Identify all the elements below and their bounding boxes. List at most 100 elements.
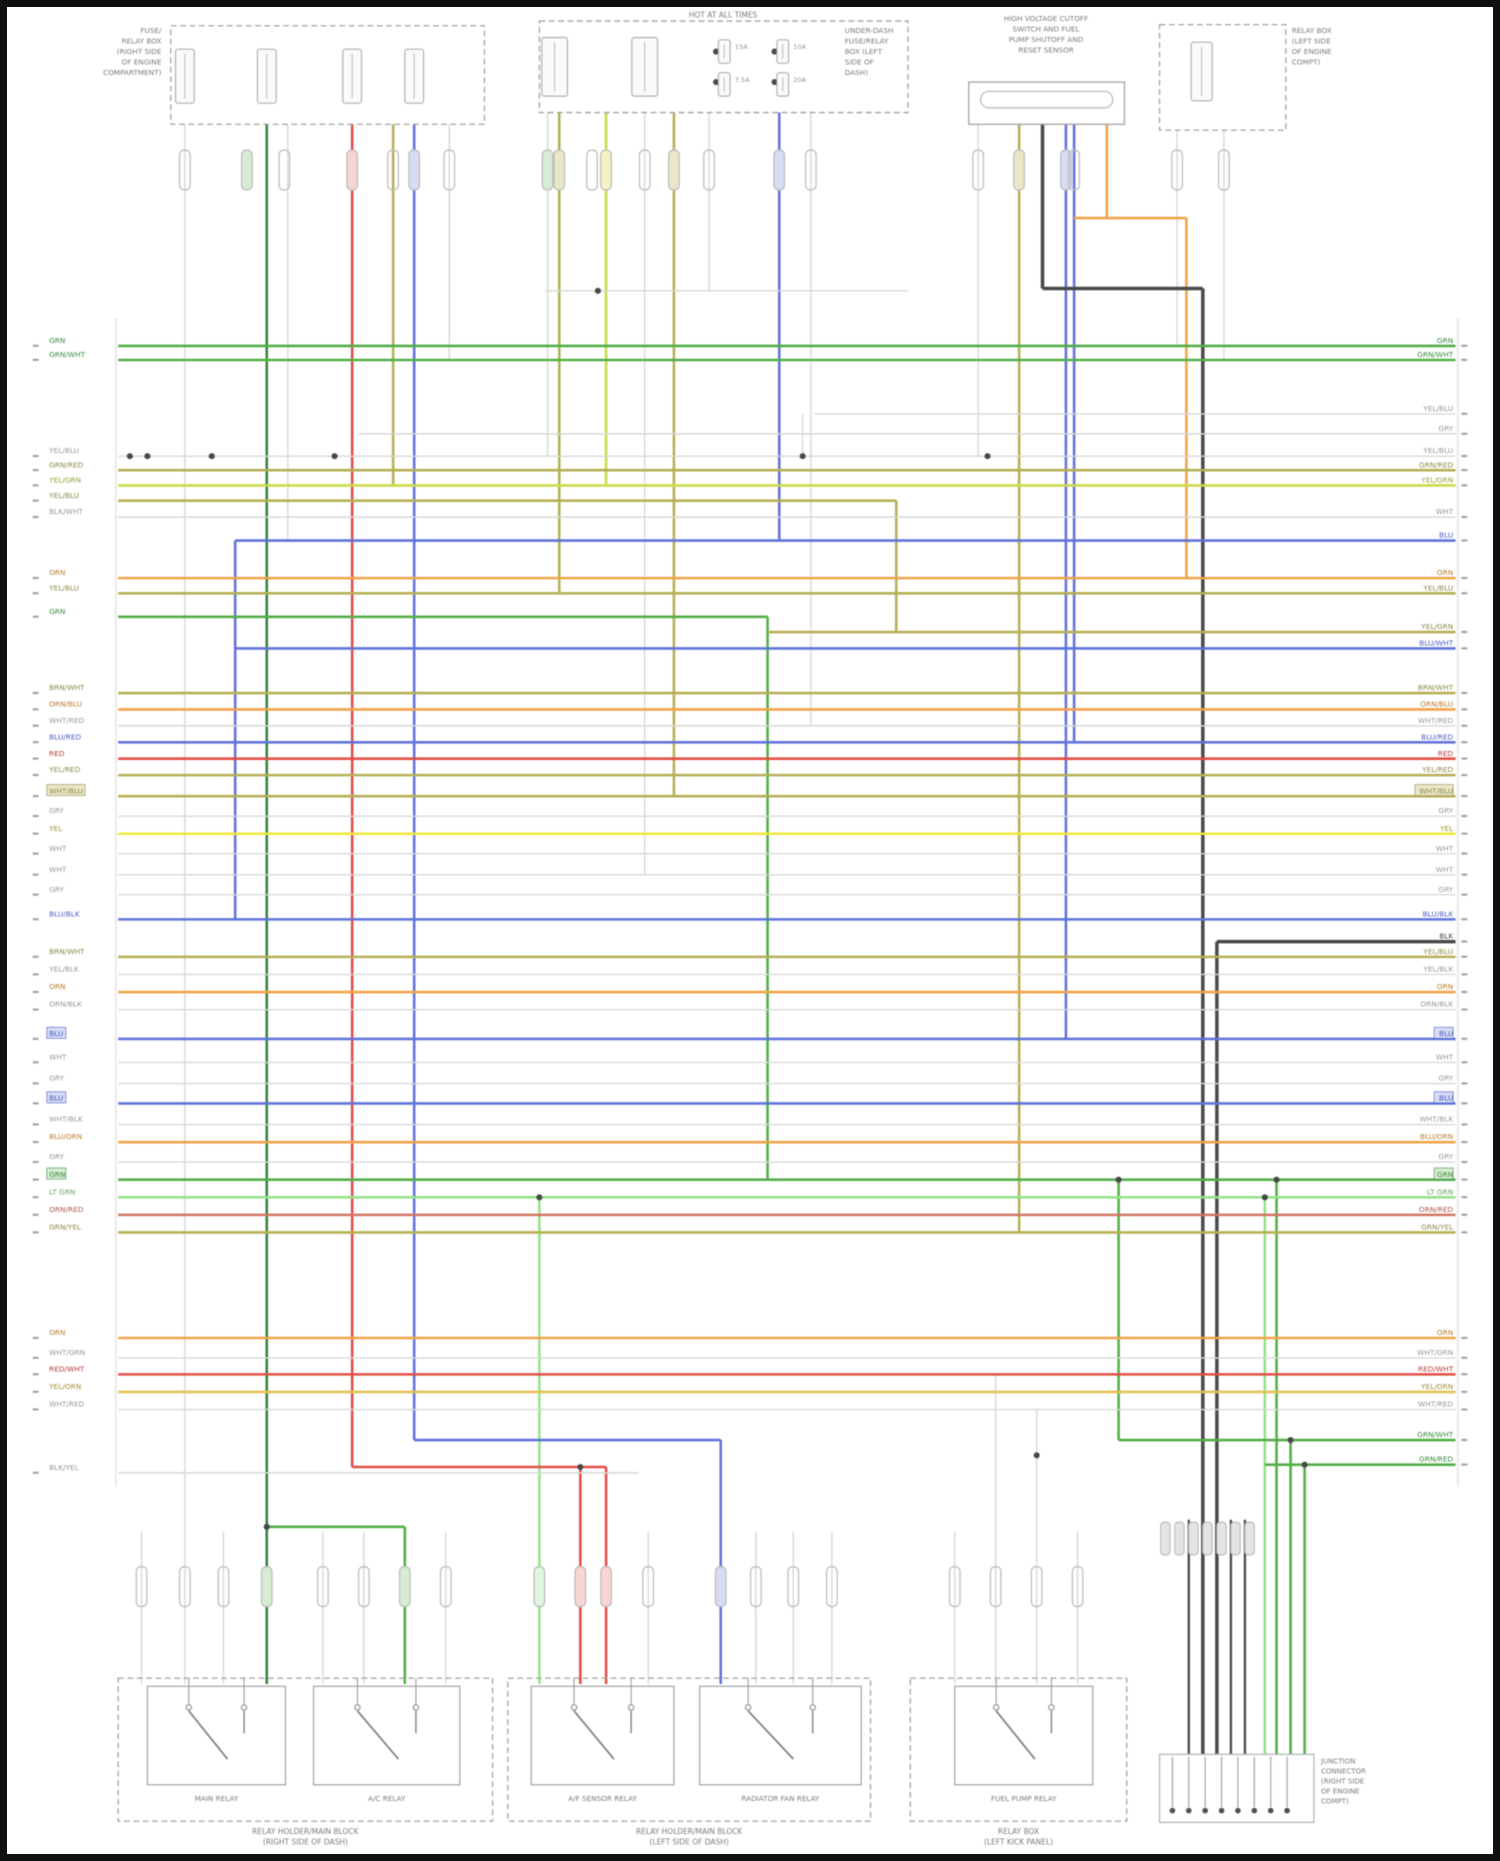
wire-label-left: GRN/RED — [49, 460, 84, 469]
pin-tick-right — [1461, 832, 1468, 835]
relay-box — [146, 1685, 287, 1786]
junction-dot — [1273, 1176, 1280, 1183]
wire-label-left: RED — [49, 749, 65, 758]
pin-tick-left — [32, 708, 39, 711]
pin-tick-left — [32, 484, 39, 487]
relay-holder-label: RELAY HOLDER/MAIN BLOCK — [636, 1827, 743, 1836]
connector-pin-bundle — [1216, 1521, 1227, 1556]
wire-label-right: YEL — [1439, 824, 1454, 833]
wire-label-left: RED/WHT — [49, 1364, 85, 1373]
wire-label-right: RED/WHT — [1418, 1364, 1454, 1373]
hv-cutoff-sensor-label: HIGH VOLTAGE CUTOFF — [1004, 14, 1088, 23]
pin-tick-left — [32, 773, 39, 777]
junction-dot — [771, 79, 778, 86]
pin-tick-left — [32, 499, 39, 502]
fuse-box-right-label: FUSE/ — [140, 26, 162, 35]
fuse-box-right-label: OF ENGINE — [122, 57, 162, 66]
sensor-slot — [979, 90, 1114, 109]
pin-tick-right — [1461, 1336, 1468, 1339]
pin-tick-left — [32, 1037, 39, 1040]
pin-tick-left — [32, 1356, 39, 1359]
wire-label-right: GRN/YEL — [1421, 1223, 1454, 1232]
pin-tick-right — [1461, 484, 1468, 487]
hv-cutoff-sensor-label: RESET SENSOR — [1018, 46, 1073, 55]
relay-holder-box — [507, 1677, 872, 1822]
connector-pin — [541, 149, 554, 191]
fuse-box-right-box — [170, 25, 486, 125]
pin-tick-right — [1461, 647, 1468, 650]
wire-label-right: ORN/RED — [1419, 1205, 1454, 1214]
pin-tick-right — [1461, 1061, 1468, 1064]
wire-label-right: GRN/WHT — [1417, 1430, 1454, 1439]
connector-pin — [443, 149, 456, 191]
pin-tick-left — [32, 1061, 39, 1064]
pin-tick-right — [1461, 1231, 1468, 1234]
connector-pin — [346, 149, 359, 191]
junction-dot — [577, 1463, 584, 1471]
relay-label: A/F SENSOR RELAY — [568, 1794, 637, 1803]
connector-pin-bundle — [1230, 1521, 1241, 1556]
connector-pin-bundle — [1160, 1521, 1171, 1556]
wire-label-right: GRN/WHT — [1417, 350, 1454, 359]
relay-terminal — [992, 1704, 1000, 1711]
junction-dot — [126, 453, 133, 460]
pin-tick-right — [1461, 724, 1468, 727]
wire-label-right: BLU/RED — [1421, 732, 1453, 741]
wire-label-box — [46, 784, 86, 796]
hot-at-all-times-label: HOT AT ALL TIMES — [689, 11, 758, 20]
ground-dot — [1235, 1807, 1241, 1814]
pin-tick-left — [32, 955, 39, 958]
relay-box-left-label: (LEFT SIDE — [1292, 36, 1332, 45]
pin-tick-left — [32, 1213, 39, 1216]
wire-label-right: WHT — [1436, 844, 1454, 853]
wire-label-left: YEL/GRN — [48, 476, 81, 485]
wire-label-left: LT GRN — [49, 1187, 75, 1196]
relay-label: A/C RELAY — [368, 1794, 406, 1803]
wire-label-right: WHT/RED — [1418, 716, 1454, 725]
junction-connector-label: OF ENGINE — [1321, 1787, 1360, 1796]
wire-label-left: YEL/BLU — [48, 583, 79, 592]
pin-tick-left — [32, 592, 39, 595]
pin-tick-right — [1461, 1178, 1468, 1181]
junction-dot — [713, 79, 720, 86]
wire-label-right: YEL/BLU — [1422, 947, 1453, 956]
connector-pin — [825, 1566, 838, 1608]
wire-label-right: WHT/GRN — [1417, 1348, 1453, 1357]
pin-tick-right — [1461, 691, 1468, 694]
pin-tick-right — [1461, 741, 1468, 744]
connector-pin — [553, 149, 566, 191]
relay-holder-label: (LEFT SIDE OF DASH) — [649, 1838, 728, 1847]
wire-label-right: BLU — [1439, 531, 1453, 540]
pin-tick-right — [1461, 576, 1468, 580]
pin-tick-right — [1461, 893, 1468, 896]
connector-pin — [357, 1566, 370, 1608]
connector-pin — [714, 1566, 727, 1608]
relay-switch-arm — [573, 1710, 615, 1760]
connector-pin — [1071, 1566, 1084, 1608]
pin-tick-right — [1461, 1373, 1468, 1376]
pin-tick-right — [1461, 1160, 1468, 1164]
wire-label-left: BLU — [49, 1029, 63, 1038]
pin-tick-left — [32, 358, 39, 361]
pin-tick-right — [1461, 454, 1468, 458]
relay-box-left-label: OF ENGINE — [1292, 47, 1332, 56]
ground-dot — [1202, 1807, 1208, 1814]
connector-pin — [387, 149, 400, 191]
ground-dot — [1284, 1807, 1290, 1814]
wire-label-right: GRN — [1437, 336, 1453, 345]
junction-dot — [536, 1194, 543, 1201]
wire-label-left: WHT — [49, 865, 67, 874]
wire-label-left: BLU — [49, 1094, 63, 1103]
relay-box — [699, 1685, 862, 1786]
wire-label-left: ORN — [49, 1328, 65, 1337]
wire-label-box — [46, 1026, 67, 1039]
connector-pin — [600, 149, 612, 191]
hv-cutoff-sensor-label: SWITCH AND FUEL — [1013, 25, 1080, 34]
relay-box-left-label: RELAY BOX — [1292, 26, 1332, 35]
pin-tick-right — [1461, 757, 1468, 760]
pin-tick-left — [32, 795, 39, 798]
wire-label-right: LT GRN — [1427, 1187, 1453, 1196]
relay-box-left-label: COMPT) — [1292, 57, 1321, 66]
connector-pin — [787, 1566, 800, 1608]
junction-dot — [208, 453, 215, 460]
